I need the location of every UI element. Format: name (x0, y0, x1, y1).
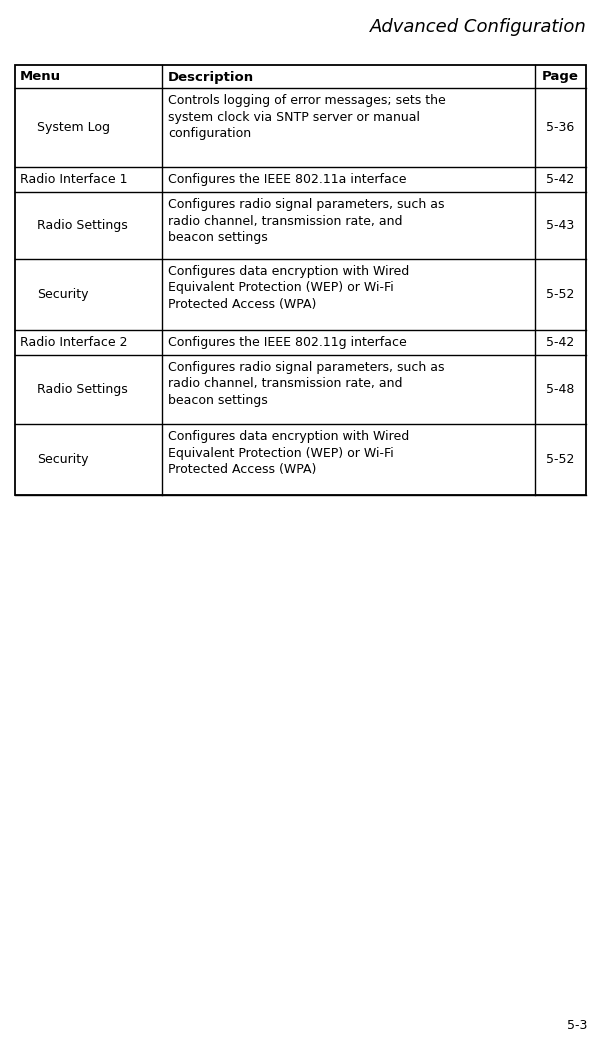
Bar (15, 65, 586, 495)
Text: Radio Settings: Radio Settings (37, 219, 128, 232)
Text: Radio Settings: Radio Settings (37, 383, 128, 396)
Text: 5-52: 5-52 (546, 453, 575, 466)
Text: Radio Interface 1: Radio Interface 1 (20, 173, 127, 186)
Text: Configures radio signal parameters, such as
radio channel, transmission rate, an: Configures radio signal parameters, such… (168, 198, 445, 244)
Text: 5-52: 5-52 (546, 288, 575, 301)
Text: Configures data encryption with Wired
Equivalent Protection (WEP) or Wi-Fi
Prote: Configures data encryption with Wired Eq… (168, 265, 409, 311)
Text: Security: Security (37, 453, 88, 466)
Text: 5-42: 5-42 (546, 336, 575, 349)
Text: Configures the IEEE 802.11g interface: Configures the IEEE 802.11g interface (168, 336, 407, 349)
Text: Controls logging of error messages; sets the
system clock via SNTP server or man: Controls logging of error messages; sets… (168, 94, 446, 140)
Text: Security: Security (37, 288, 88, 301)
Text: 5-36: 5-36 (546, 121, 575, 134)
Text: Radio Interface 2: Radio Interface 2 (20, 336, 127, 349)
Text: Advanced Configuration: Advanced Configuration (370, 18, 587, 36)
Text: 5-43: 5-43 (546, 219, 575, 232)
Text: Configures the IEEE 802.11a interface: Configures the IEEE 802.11a interface (168, 173, 406, 186)
Text: Configures radio signal parameters, such as
radio channel, transmission rate, an: Configures radio signal parameters, such… (168, 361, 445, 407)
Text: 5-48: 5-48 (546, 383, 575, 396)
Text: System Log: System Log (37, 121, 110, 134)
Text: Menu: Menu (20, 70, 61, 83)
Text: 5-42: 5-42 (546, 173, 575, 186)
Text: Page: Page (542, 70, 579, 83)
Text: Description: Description (168, 70, 254, 84)
Text: 5-3: 5-3 (567, 1019, 587, 1032)
Text: Configures data encryption with Wired
Equivalent Protection (WEP) or Wi-Fi
Prote: Configures data encryption with Wired Eq… (168, 430, 409, 476)
